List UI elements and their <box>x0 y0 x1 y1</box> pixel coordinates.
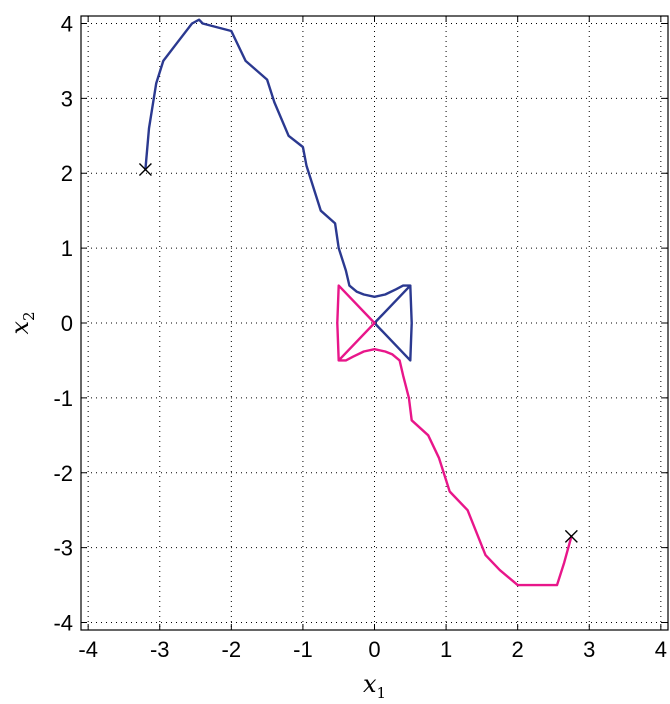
x-tick-label: 0 <box>368 637 380 662</box>
start-marker-2 <box>564 529 578 543</box>
ticks <box>81 16 668 630</box>
x-axis-label-subscript: 1 <box>377 684 387 702</box>
trajectories <box>144 18 573 587</box>
x-tick-label: -2 <box>222 637 242 662</box>
y-tick-label: -1 <box>53 386 73 411</box>
tick-labels: -4 -3 -2 -1 0 1 2 3 4 -4 -3 -2 -1 0 1 2 3 4 <box>53 11 667 662</box>
x-tick-label: -4 <box>78 637 98 662</box>
x-tick-label: -1 <box>293 637 313 662</box>
y-axis-label-base: x <box>6 321 34 335</box>
y-tick-label: 1 <box>61 236 73 261</box>
trajectory-line-2 <box>336 284 573 587</box>
y-tick-label: 0 <box>61 311 73 336</box>
x-axis-label-base: x <box>363 670 377 698</box>
marker-stroke <box>138 163 152 176</box>
y-tick-label: -4 <box>53 611 73 636</box>
trajectory-line-1 <box>144 18 413 362</box>
x-tick-label: -3 <box>150 637 170 662</box>
x-tick-label: 1 <box>440 637 452 662</box>
y-tick-label: -3 <box>53 536 73 561</box>
y-tick-label: 2 <box>61 161 73 186</box>
y-axis-label-subscript: 2 <box>20 311 38 321</box>
x-tick-label: 3 <box>583 637 595 662</box>
x-axis-label: x1 <box>363 670 386 702</box>
marker-stroke <box>564 529 578 543</box>
start-markers <box>138 163 578 543</box>
start-marker-1 <box>138 163 152 176</box>
y-tick-label: 3 <box>61 86 73 111</box>
x-tick-label: 4 <box>655 637 667 662</box>
x-tick-label: 2 <box>512 637 524 662</box>
y-tick-label: -2 <box>53 461 73 486</box>
y-axis-label: x2 <box>6 311 38 334</box>
y-tick-label: 4 <box>61 11 73 36</box>
